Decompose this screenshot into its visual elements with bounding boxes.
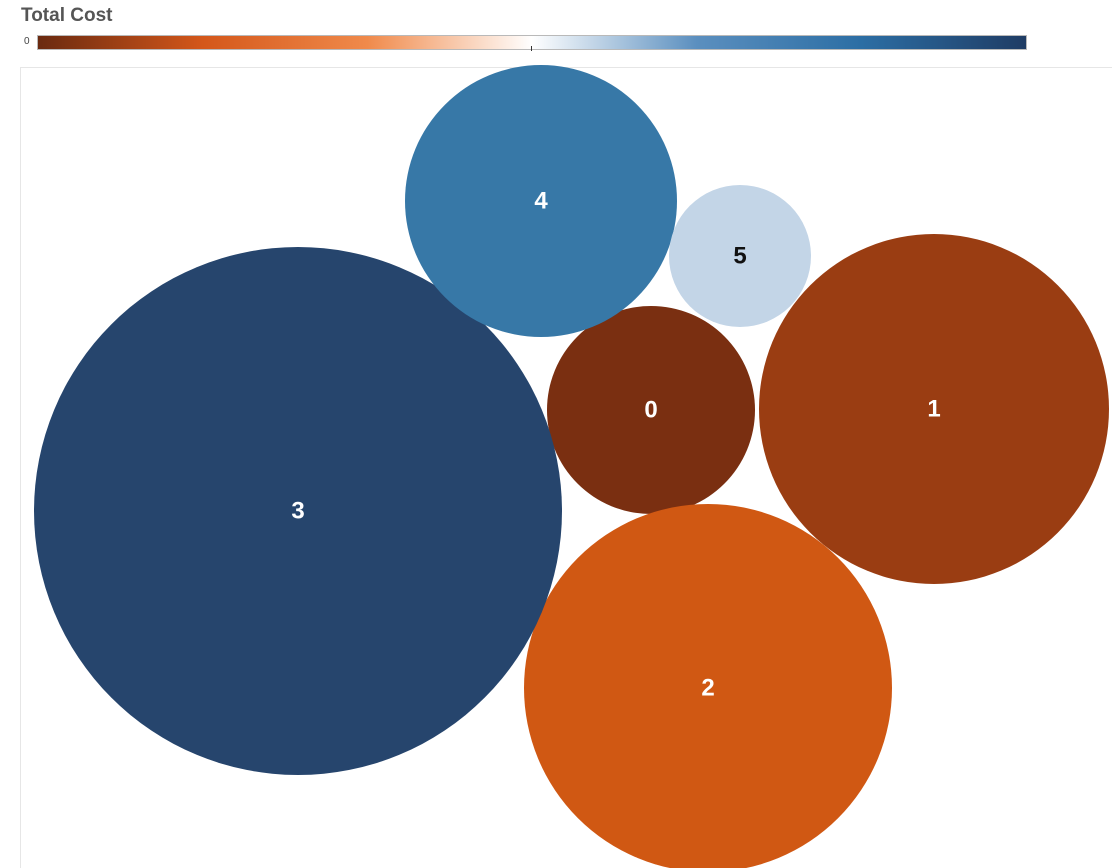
bubble-1[interactable] (759, 234, 1109, 584)
bubble-4[interactable] (405, 65, 677, 337)
legend-title: Total Cost (21, 5, 113, 26)
legend-min-label: 0 (24, 36, 30, 47)
bubble-5[interactable] (669, 185, 811, 327)
bubble-2[interactable] (524, 504, 892, 868)
bubble-label-5: 5 (733, 243, 746, 270)
bubble-0[interactable] (547, 306, 755, 514)
bubble-label-4: 4 (534, 188, 548, 215)
bubble-3[interactable] (34, 247, 562, 775)
bubble-label-1: 1 (927, 396, 940, 423)
color-legend: Total Cost 0 (0, 0, 1112, 64)
legend-midpoint-tick (531, 46, 532, 51)
bubble-label-2: 2 (701, 675, 714, 702)
bubble-label-0: 0 (644, 397, 657, 424)
legend-gradient-bar (37, 35, 1027, 50)
bubble-label-3: 3 (291, 498, 304, 525)
